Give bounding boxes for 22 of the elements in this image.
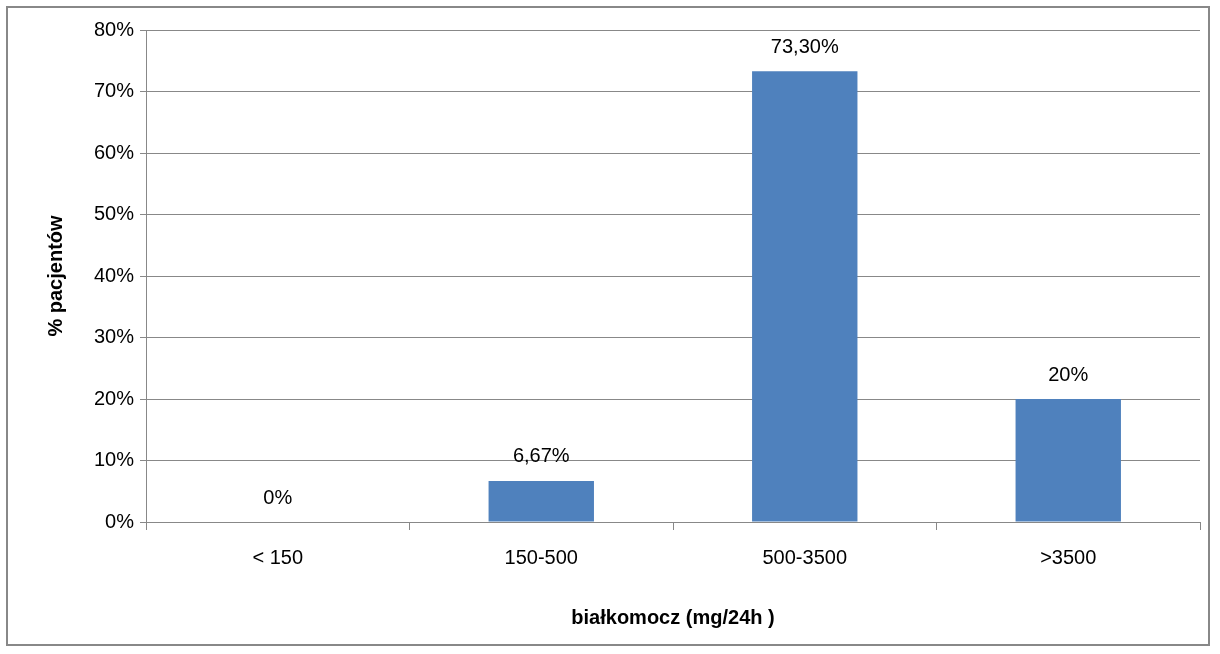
y-tick-label: 10% [94, 448, 135, 471]
y-tick-label: 40% [94, 263, 135, 286]
x-tick-label: 500-3500 [762, 545, 848, 568]
y-tick-label: 20% [94, 386, 135, 409]
x-tick-label: 150-500 [504, 545, 578, 568]
bar [488, 480, 594, 522]
y-tick-label: 70% [94, 79, 135, 102]
data-label: 0% [263, 485, 293, 508]
bar [752, 71, 858, 522]
x-tick-label: < 150 [252, 545, 304, 568]
data-label: 6,67% [512, 444, 570, 467]
x-axis-title: białkomocz (mg/24h ) [571, 605, 775, 628]
y-tick-label: 60% [94, 140, 135, 163]
y-tick-label: 0% [105, 509, 135, 532]
y-tick-label: 50% [94, 202, 135, 225]
data-label: 73,30% [770, 34, 839, 57]
x-tick-label: >3500 [1040, 545, 1097, 568]
y-tick-label: 30% [94, 325, 135, 348]
bar [1015, 399, 1121, 522]
y-axis-title: % pacjentów [43, 214, 66, 337]
y-tick-label: 80% [94, 17, 135, 40]
data-label: 20% [1048, 362, 1089, 385]
